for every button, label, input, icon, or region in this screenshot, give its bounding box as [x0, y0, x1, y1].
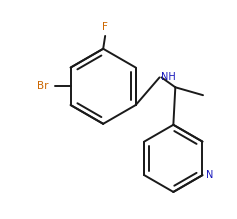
Text: N: N	[206, 170, 213, 180]
Text: F: F	[102, 22, 108, 32]
Text: Br: Br	[37, 81, 49, 91]
Text: NH: NH	[161, 72, 176, 82]
